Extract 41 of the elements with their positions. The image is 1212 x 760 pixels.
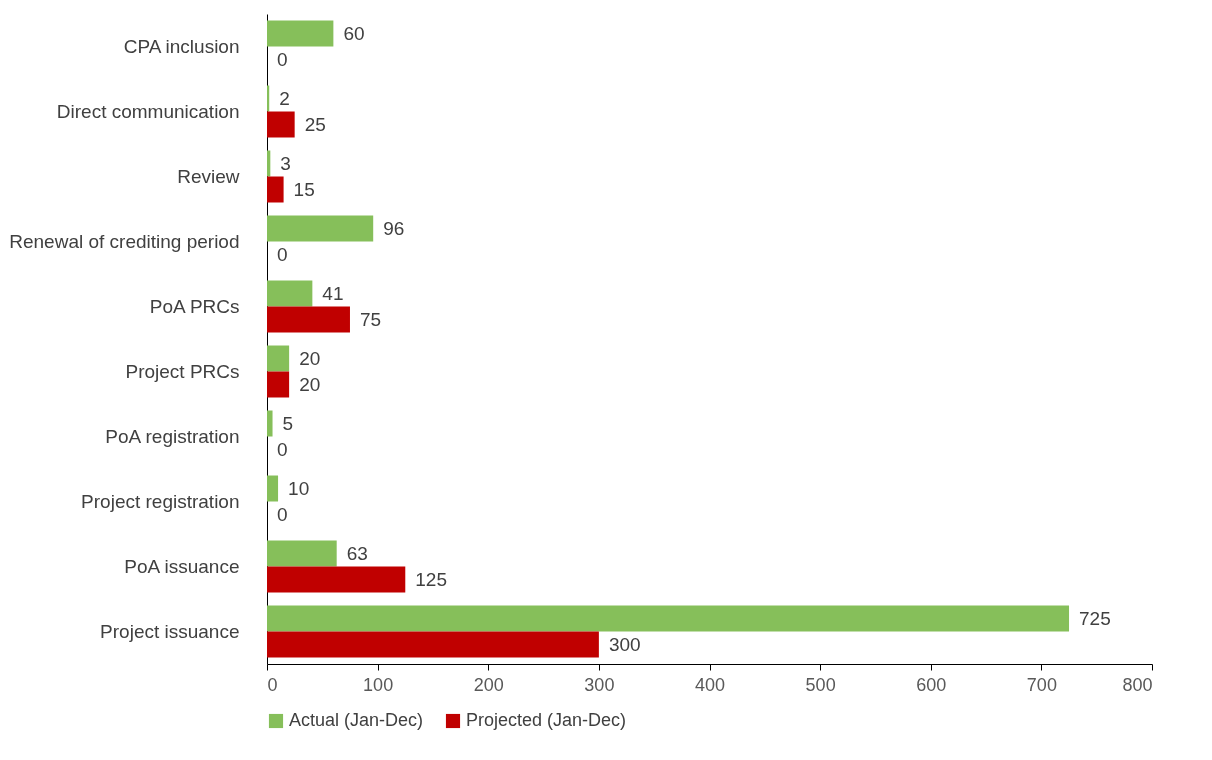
x-tick-label: 100 [363, 674, 394, 695]
y-tick-label: PoA PRCs [149, 295, 240, 317]
x-tick-label: 200 [473, 674, 504, 695]
x-tick-label: 400 [694, 674, 726, 695]
data-label: 725 [1079, 607, 1111, 629]
data-label: 0 [277, 438, 288, 460]
data-label: 10 [288, 477, 310, 499]
x-tick-label: 800 [1122, 674, 1153, 695]
y-tick-label: Review [177, 165, 240, 187]
data-label: 75 [359, 308, 382, 330]
y-tick-label: Project issuance [100, 620, 240, 642]
data-label: 96 [383, 217, 405, 239]
data-label: 0 [277, 48, 288, 70]
x-tick-label: 700 [1026, 674, 1057, 695]
y-tick-label: Project PRCs [125, 360, 240, 382]
legend-label: Projected (Jan-Dec) [466, 710, 627, 730]
y-tick-label: PoA registration [105, 425, 240, 447]
y-tick-label: Direct communication [56, 100, 240, 122]
data-label: 20 [299, 373, 321, 395]
data-label: 5 [282, 412, 294, 434]
data-label: 60 [343, 22, 365, 44]
x-tick-label: 0 [267, 674, 278, 695]
data-label: 15 [293, 178, 315, 200]
x-tick-label: 500 [805, 674, 836, 695]
y-tick-label: CPA inclusion [123, 35, 240, 57]
data-label: 2 [279, 87, 290, 109]
data-label: 125 [415, 568, 447, 590]
x-tick-label: 300 [584, 674, 615, 695]
x-tick-label: 600 [916, 674, 947, 695]
y-tick-label: PoA issuance [124, 555, 240, 577]
data-label: 3 [280, 152, 291, 174]
data-label: 41 [322, 282, 344, 304]
data-label: 0 [277, 503, 288, 525]
data-label: 300 [608, 633, 641, 655]
legend-label: Actual (Jan-Dec) [289, 710, 424, 730]
data-label: 20 [299, 347, 321, 369]
data-label: 0 [277, 243, 288, 265]
data-label: 63 [346, 542, 368, 564]
y-tick-label: Renewal of crediting period [9, 230, 240, 252]
y-tick-label: Project registration [81, 490, 240, 512]
data-label: 25 [304, 113, 326, 135]
